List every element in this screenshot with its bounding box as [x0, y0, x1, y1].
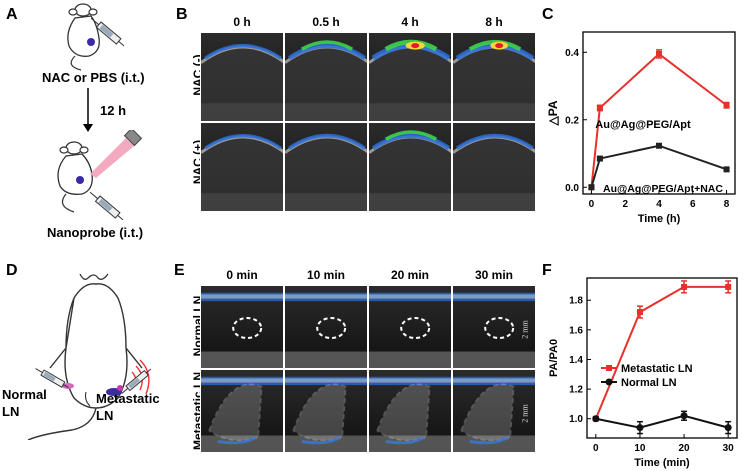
data-point	[724, 424, 732, 432]
data-point	[596, 155, 603, 162]
panel-b-time-1: 0.5 h	[312, 15, 340, 29]
panel-e-time-0: 0 min	[226, 268, 258, 282]
x-tick-label: 4	[656, 199, 662, 210]
legend-label: Normal LN	[621, 377, 677, 389]
panel-b-time-0: 0 h	[233, 15, 251, 29]
panel-f-chart: 0 10 20 30 1.0 1.2 1.4 1.6 1.8 Time (min) PA/PA0 Me…	[548, 277, 738, 469]
panel-e-image-r0-c1	[284, 285, 368, 369]
panel-b-image-r0-c3	[452, 32, 536, 122]
mouse-lymph-node-illustration	[27, 273, 152, 440]
panel-e-image-r0-c2	[368, 285, 452, 369]
y-tick-label: 1.0	[569, 414, 583, 425]
plot-frame	[586, 277, 738, 439]
data-point	[588, 184, 595, 191]
panel-e-image-r0-c0	[200, 285, 284, 369]
panel-label-f: F	[542, 262, 552, 279]
panel-e-image-r1-c3	[452, 369, 536, 453]
data-point	[596, 104, 603, 111]
arrow-down-icon	[83, 88, 93, 132]
x-tick-label: 20	[678, 443, 690, 454]
panel-label-a: A	[6, 6, 18, 23]
data-point	[681, 283, 688, 290]
series-line	[595, 414, 729, 429]
panel-d-normal-ln-label: Normal LN	[2, 387, 47, 419]
data-point	[723, 166, 730, 173]
panel-b-image-r0-c2	[368, 32, 452, 122]
x-tick-label: 30	[723, 443, 735, 454]
y-tick-label: 1.2	[569, 385, 583, 396]
panel-e-image-r1-c1	[284, 369, 368, 453]
panel-e-image-r0-c3	[452, 285, 536, 369]
x-axis-label: Time (min)	[634, 457, 690, 469]
panel-e-time-2: 20 min	[390, 268, 429, 282]
panel-label-c: C	[542, 6, 554, 23]
x-tick-label: 6	[690, 199, 696, 210]
panel-d-metastatic-ln-label: Metastatic LN	[96, 391, 160, 423]
y-tick-label: 0.0	[565, 183, 579, 194]
panel-e-time-3: 30 min	[474, 268, 513, 282]
series-line	[594, 285, 729, 420]
y-tick-label: 1.6	[569, 325, 583, 336]
x-tick-label: 0	[593, 443, 599, 454]
data-point	[636, 309, 643, 316]
x-axis-label: Time (h)	[638, 213, 681, 225]
panel-a-step2-text: Nanoprobe (i.t.)	[47, 225, 144, 240]
panel-b-time-3: 8 h	[485, 15, 503, 29]
panel-b-image-r0-c1	[284, 32, 368, 122]
panel-e-image-r1-c0	[200, 369, 284, 453]
data-point	[636, 424, 644, 432]
y-tick-label: 0.2	[565, 115, 579, 126]
panel-e-scale-label: 2 mm	[520, 320, 530, 339]
data-point	[656, 142, 662, 149]
panel-e-image-r1-c2	[368, 369, 452, 453]
series-line	[590, 52, 728, 188]
panel-a-step1-text: NAC or PBS (i.t.)	[42, 70, 145, 85]
y-tick-label: 1.4	[569, 355, 583, 366]
panel-c-chart: 0 2 4 6 8 0.0 0.2 0.4 Time (h) △PA Au@Ag@PEG/Apt Au…	[546, 31, 736, 225]
series-label: Au@Ag@PEG/Apt+NAC	[603, 183, 723, 195]
panel-b-image-r0-c0	[200, 32, 284, 122]
x-tick-label: 0	[589, 199, 595, 210]
y-tick-label: 0.4	[565, 48, 579, 59]
y-tick-label: 1.8	[569, 296, 583, 307]
data-point	[592, 415, 600, 423]
panel-b-image-r1-c0	[200, 122, 284, 212]
legend-marker	[606, 365, 612, 371]
y-axis-label: △PA	[546, 100, 560, 126]
panel-b-image-r1-c1	[284, 122, 368, 212]
y-axis-label: PA/PA0	[548, 339, 560, 377]
panel-b-time-2: 4 h	[401, 15, 419, 29]
data-point	[725, 283, 732, 290]
legend-marker	[605, 378, 613, 386]
x-tick-label: 10	[634, 443, 646, 454]
data-point	[680, 412, 688, 420]
mouse-injection-illustration-top	[67, 3, 125, 71]
panel-label-d: D	[6, 262, 18, 279]
legend-label: Metastatic LN	[621, 363, 693, 375]
data-point	[723, 102, 730, 109]
data-point	[656, 50, 662, 57]
panel-e-scale-label: 2 mm	[520, 404, 530, 423]
x-tick-label: 2	[622, 199, 628, 210]
x-tick-label: 8	[724, 199, 730, 210]
panel-b-image-r1-c3	[452, 122, 536, 212]
panel-label-b: B	[176, 6, 188, 23]
series-line	[590, 144, 727, 188]
panel-e-time-1: 10 min	[306, 268, 345, 282]
panel-a-interval-text: 12 h	[100, 103, 127, 118]
series-label: Au@Ag@PEG/Apt	[595, 119, 691, 131]
mouse-irradiation-illustration	[57, 130, 143, 220]
panel-b-image-r1-c2	[368, 122, 452, 212]
panel-label-e: E	[174, 262, 185, 279]
